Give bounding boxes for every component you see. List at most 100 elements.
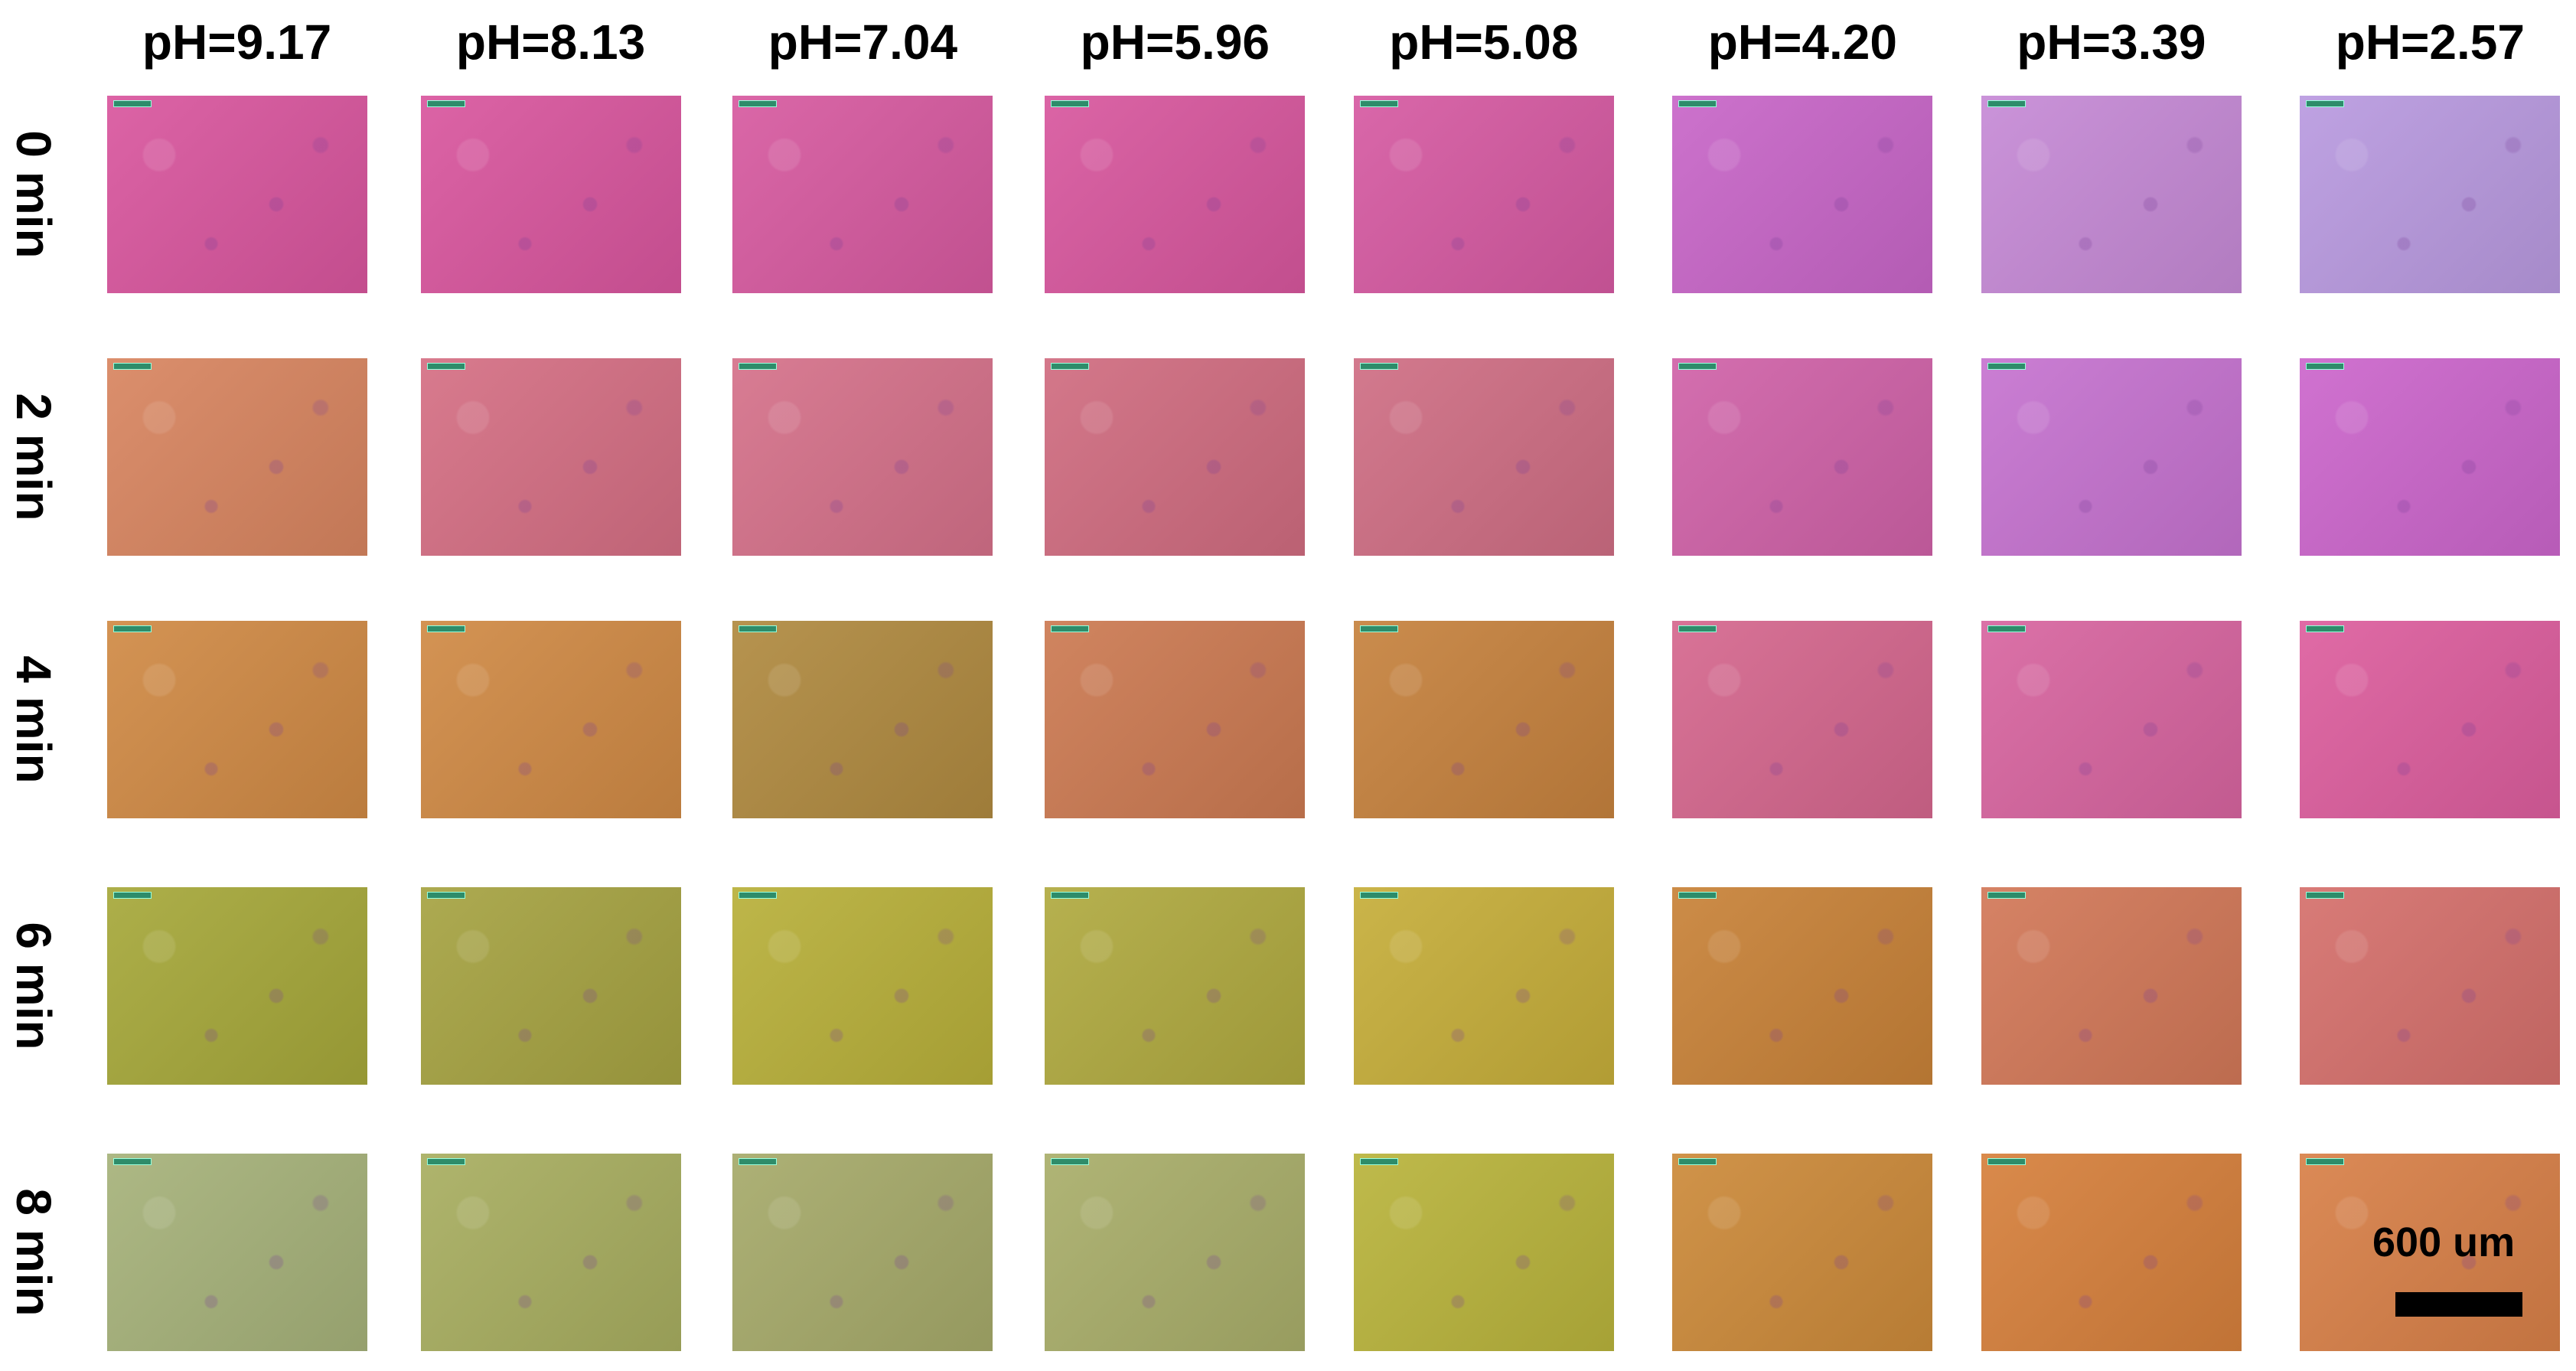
image-tag <box>1051 625 1090 633</box>
micrograph <box>2300 357 2561 556</box>
texture <box>732 887 993 1085</box>
micrograph <box>1353 95 1614 293</box>
micrograph <box>106 357 367 556</box>
column-label: pH=4.20 <box>1707 15 1897 70</box>
image-tag <box>112 625 152 633</box>
micrograph <box>1672 95 1933 293</box>
micrograph <box>420 1153 681 1351</box>
texture <box>2300 621 2561 819</box>
micrograph <box>106 887 367 1085</box>
image-tag <box>426 362 465 370</box>
micrograph <box>1981 95 2242 293</box>
row-label: 4 min <box>6 655 61 785</box>
micrograph <box>420 887 681 1085</box>
image-tag <box>1359 362 1398 370</box>
micrograph <box>732 887 993 1085</box>
image-tag <box>1359 1157 1398 1165</box>
image-tag <box>1051 1157 1090 1165</box>
column-label: pH=9.17 <box>142 15 332 70</box>
image-tag <box>1678 625 1717 633</box>
micrograph <box>732 357 993 556</box>
micrograph <box>420 95 681 293</box>
micrograph <box>1981 357 2242 556</box>
texture <box>732 1153 993 1351</box>
micrograph <box>1353 1153 1614 1351</box>
micrograph <box>106 95 367 293</box>
row-label: 6 min <box>6 922 61 1050</box>
image-tag <box>739 1157 778 1165</box>
image-tag <box>426 625 465 633</box>
micrograph <box>732 1153 993 1351</box>
texture <box>1045 621 1306 819</box>
micrograph <box>1672 1153 1933 1351</box>
texture <box>420 357 681 556</box>
image-tag <box>739 362 778 370</box>
texture <box>1353 95 1614 293</box>
texture <box>420 887 681 1085</box>
micrograph <box>1672 621 1933 819</box>
texture <box>732 357 993 556</box>
column-label: pH=5.96 <box>1080 15 1270 70</box>
image-tag <box>1987 892 2026 899</box>
texture <box>420 1153 681 1351</box>
scale-bar-label: 600 um <box>2372 1219 2516 1265</box>
texture <box>1981 887 2242 1085</box>
micrograph <box>1981 621 2242 819</box>
micrograph <box>420 357 681 556</box>
texture <box>420 621 681 819</box>
texture <box>1672 357 1933 556</box>
micrograph <box>2300 1153 2561 1351</box>
texture <box>1981 95 2242 293</box>
image-tag <box>426 1157 465 1165</box>
texture <box>106 1153 367 1351</box>
micrograph <box>2300 95 2561 293</box>
image-tag <box>1987 1157 2026 1165</box>
texture <box>732 621 993 819</box>
image-tag <box>1051 362 1090 370</box>
image-tag <box>1359 625 1398 633</box>
image-tag <box>1987 625 2026 633</box>
texture <box>1672 95 1933 293</box>
image-tag <box>112 100 152 107</box>
image-tag <box>1678 362 1717 370</box>
row-label: 0 min <box>6 129 61 259</box>
column-label: pH=2.57 <box>2335 15 2525 70</box>
micrograph <box>1045 887 1306 1085</box>
image-tag <box>1359 892 1398 899</box>
image-tag <box>1051 100 1090 107</box>
texture <box>106 621 367 819</box>
image-tag <box>426 892 465 899</box>
texture <box>2300 357 2561 556</box>
micrograph <box>2300 887 2561 1085</box>
texture <box>1353 357 1614 556</box>
micrograph <box>2300 621 2561 819</box>
micrograph <box>1045 357 1306 556</box>
texture <box>1672 1153 1933 1351</box>
image-tag <box>1359 100 1398 107</box>
image-tag <box>1987 100 2026 107</box>
micrograph <box>1353 887 1614 1085</box>
micrograph <box>420 621 681 819</box>
texture <box>106 887 367 1085</box>
micrograph <box>1672 887 1933 1085</box>
image-tag <box>739 892 778 899</box>
image-tag <box>2306 1157 2345 1165</box>
micrograph <box>1981 887 2242 1085</box>
micrograph <box>732 621 993 819</box>
micrograph <box>106 621 367 819</box>
column-label: pH=8.13 <box>455 15 646 70</box>
texture <box>2300 1153 2561 1351</box>
micrograph <box>1045 1153 1306 1351</box>
column-label: pH=5.08 <box>1389 15 1579 70</box>
row-label: 2 min <box>6 393 61 521</box>
texture <box>1981 1153 2242 1351</box>
texture <box>1981 621 2242 819</box>
texture <box>106 95 367 293</box>
texture <box>732 95 993 293</box>
image-tag <box>426 100 465 107</box>
texture <box>1045 357 1306 556</box>
texture <box>1672 887 1933 1085</box>
image-tag <box>739 100 778 107</box>
scale-bar <box>2395 1292 2522 1317</box>
image-tag <box>1678 100 1717 107</box>
